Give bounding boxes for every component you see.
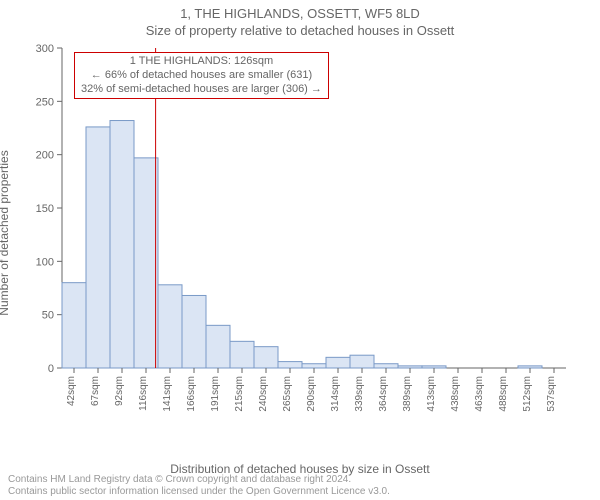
- svg-text:250: 250: [36, 96, 54, 108]
- chart-title-main: 1, THE HIGHLANDS, OSSETT, WF5 8LD: [0, 0, 600, 21]
- svg-text:413sqm: 413sqm: [426, 376, 437, 412]
- svg-text:339sqm: 339sqm: [354, 376, 365, 412]
- bar: [62, 283, 86, 368]
- svg-text:150: 150: [36, 203, 54, 215]
- bar: [182, 295, 206, 368]
- bar: [158, 285, 182, 368]
- bar: [206, 325, 230, 368]
- bar: [350, 355, 374, 368]
- svg-text:512sqm: 512sqm: [522, 376, 533, 412]
- svg-text:215sqm: 215sqm: [234, 376, 245, 412]
- svg-text:92sqm: 92sqm: [114, 376, 125, 406]
- bar: [134, 158, 158, 368]
- svg-text:0: 0: [48, 363, 54, 375]
- svg-text:240sqm: 240sqm: [258, 376, 269, 412]
- footer-attribution: Contains HM Land Registry data © Crown c…: [8, 474, 390, 498]
- annotation-line3: 32% of semi-detached houses are larger (…: [81, 83, 322, 97]
- bar: [326, 357, 350, 368]
- annotation-line2: ← 66% of detached houses are smaller (63…: [81, 69, 322, 83]
- annotation-line1: 1 THE HIGHLANDS: 126sqm: [81, 55, 322, 69]
- svg-text:438sqm: 438sqm: [450, 376, 461, 412]
- bar: [398, 366, 422, 368]
- bar: [278, 362, 302, 368]
- svg-text:314sqm: 314sqm: [330, 376, 341, 412]
- chart-area: 05010015020025030042sqm67sqm92sqm116sqm1…: [62, 48, 574, 418]
- chart-title-sub: Size of property relative to detached ho…: [0, 21, 600, 38]
- bar: [110, 121, 134, 368]
- bar: [254, 347, 278, 368]
- svg-text:191sqm: 191sqm: [210, 376, 221, 412]
- bar: [302, 364, 326, 368]
- svg-text:537sqm: 537sqm: [546, 376, 557, 412]
- svg-text:50: 50: [42, 310, 54, 322]
- plot-svg: 05010015020025030042sqm67sqm92sqm116sqm1…: [62, 48, 574, 418]
- svg-text:100: 100: [36, 256, 54, 268]
- svg-text:42sqm: 42sqm: [66, 376, 77, 406]
- svg-text:166sqm: 166sqm: [186, 376, 197, 412]
- svg-text:200: 200: [36, 150, 54, 162]
- svg-text:141sqm: 141sqm: [162, 376, 173, 412]
- y-axis-label: Number of detached properties: [0, 150, 11, 315]
- svg-text:488sqm: 488sqm: [498, 376, 509, 412]
- footer-line1: Contains HM Land Registry data © Crown c…: [8, 474, 390, 486]
- svg-text:265sqm: 265sqm: [282, 376, 293, 412]
- svg-text:364sqm: 364sqm: [378, 376, 389, 412]
- footer-line2: Contains public sector information licen…: [8, 486, 390, 498]
- svg-text:290sqm: 290sqm: [306, 376, 317, 412]
- marker-annotation: 1 THE HIGHLANDS: 126sqm ← 66% of detache…: [74, 52, 329, 99]
- svg-text:300: 300: [36, 43, 54, 55]
- bar: [230, 341, 254, 368]
- svg-text:389sqm: 389sqm: [402, 376, 413, 412]
- bar: [422, 366, 446, 368]
- svg-text:116sqm: 116sqm: [138, 376, 149, 411]
- bar: [86, 127, 110, 368]
- svg-text:67sqm: 67sqm: [90, 376, 101, 406]
- bar: [374, 364, 398, 368]
- bar: [518, 366, 542, 368]
- svg-text:463sqm: 463sqm: [474, 376, 485, 412]
